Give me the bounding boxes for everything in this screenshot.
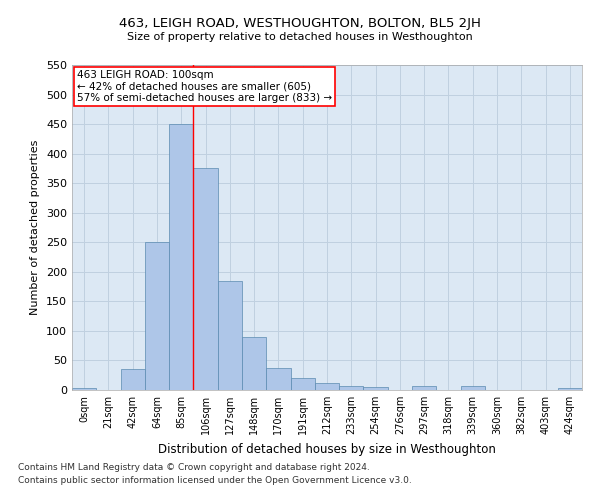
- Bar: [169, 124, 193, 390]
- Bar: [218, 280, 242, 390]
- Bar: [242, 337, 266, 390]
- Bar: [290, 378, 315, 390]
- X-axis label: Distribution of detached houses by size in Westhoughton: Distribution of detached houses by size …: [158, 442, 496, 456]
- Bar: [145, 242, 169, 390]
- Bar: [266, 368, 290, 390]
- Bar: [364, 387, 388, 390]
- Bar: [412, 386, 436, 390]
- Text: Contains public sector information licensed under the Open Government Licence v3: Contains public sector information licen…: [18, 476, 412, 485]
- Bar: [72, 388, 96, 390]
- Bar: [339, 386, 364, 390]
- Bar: [461, 386, 485, 390]
- Text: 463, LEIGH ROAD, WESTHOUGHTON, BOLTON, BL5 2JH: 463, LEIGH ROAD, WESTHOUGHTON, BOLTON, B…: [119, 18, 481, 30]
- Text: Contains HM Land Registry data © Crown copyright and database right 2024.: Contains HM Land Registry data © Crown c…: [18, 464, 370, 472]
- Text: 463 LEIGH ROAD: 100sqm
← 42% of detached houses are smaller (605)
57% of semi-de: 463 LEIGH ROAD: 100sqm ← 42% of detached…: [77, 70, 332, 103]
- Bar: [315, 383, 339, 390]
- Bar: [558, 388, 582, 390]
- Y-axis label: Number of detached properties: Number of detached properties: [31, 140, 40, 315]
- Text: Size of property relative to detached houses in Westhoughton: Size of property relative to detached ho…: [127, 32, 473, 42]
- Bar: [121, 370, 145, 390]
- Bar: [193, 168, 218, 390]
